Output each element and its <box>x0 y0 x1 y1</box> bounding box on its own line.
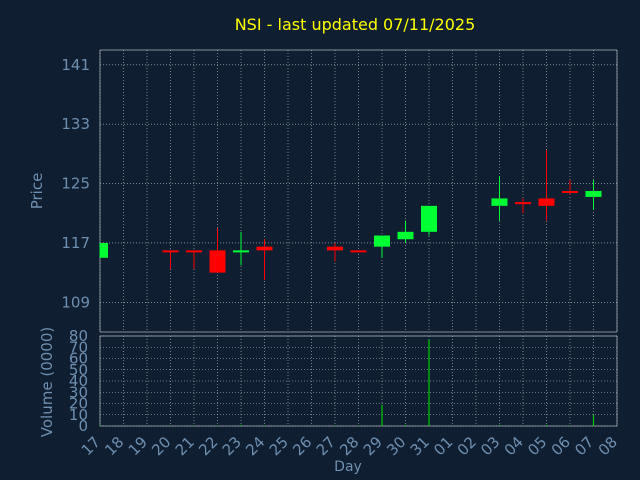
x-tick-label: 08 <box>595 433 621 459</box>
candle-05 <box>538 150 555 221</box>
candle-body <box>374 235 390 247</box>
price-tick-label: 117 <box>61 234 90 252</box>
candle-06 <box>562 179 578 195</box>
x-tick-label: 29 <box>360 433 386 459</box>
volume-tick-label: 80 <box>69 327 88 345</box>
candle-body <box>186 250 202 253</box>
x-tick-label: 07 <box>571 433 597 459</box>
price-tick-label: 109 <box>61 293 90 311</box>
volume-tick-label: 60 <box>69 350 88 368</box>
x-tick-label: 26 <box>289 433 315 459</box>
x-tick-label: 30 <box>383 433 409 459</box>
x-tick-label: 31 <box>407 433 433 459</box>
x-tick-label: 05 <box>524 433 550 459</box>
chart-title: NSI - last updated 07/11/2025 <box>235 15 476 34</box>
x-tick-label: 01 <box>430 433 456 459</box>
candle-03 <box>491 176 508 221</box>
candle-27 <box>327 242 343 262</box>
candle-28 <box>350 250 367 253</box>
price-tick-label: 125 <box>61 175 90 193</box>
candle-body <box>515 202 531 205</box>
candle-body <box>350 250 367 253</box>
price-tick-label: 141 <box>61 56 90 74</box>
candle-31 <box>421 205 437 236</box>
candle-body <box>162 250 179 253</box>
x-tick-label: 06 <box>548 433 574 459</box>
candlesticks <box>99 150 602 281</box>
volume-tick-label: 30 <box>69 383 88 401</box>
candle-17 <box>99 242 108 258</box>
price-tick-label: 133 <box>61 115 90 133</box>
candle-07 <box>585 179 602 210</box>
x-tick-label: 21 <box>172 433 198 459</box>
price-axis-label: Price <box>28 173 46 210</box>
volume-tick-label: 40 <box>69 372 88 390</box>
price-grid <box>99 50 618 332</box>
x-tick-label: 17 <box>78 433 104 459</box>
volume-tick-label: 0 <box>78 417 88 435</box>
candle-body <box>421 205 437 232</box>
x-tick-label: 04 <box>501 433 527 459</box>
volume-tick-label: 50 <box>69 361 88 379</box>
candle-body <box>327 246 343 251</box>
candle-body <box>491 198 508 206</box>
x-tick-label: 19 <box>125 433 151 459</box>
volume-bars <box>99 339 595 426</box>
x-tick-label: 20 <box>148 433 174 459</box>
volume-axis-label: Volume (0000) <box>38 327 56 437</box>
candle-23 <box>233 231 249 266</box>
volume-tick-label: 70 <box>69 338 88 356</box>
candle-30 <box>397 220 414 243</box>
candle-04 <box>515 198 531 214</box>
candle-body <box>100 242 108 258</box>
candle-21 <box>186 250 202 269</box>
candle-body <box>562 191 578 193</box>
candle-body <box>538 198 555 206</box>
candle-29 <box>374 235 390 258</box>
x-tick-label: 27 <box>313 433 339 459</box>
candle-body <box>397 231 414 240</box>
candle-body <box>256 246 273 251</box>
x-tick-label: 03 <box>477 433 503 459</box>
price-y-ticks: 109 117 125 133 141 <box>61 56 90 311</box>
x-tick-label: 22 <box>195 433 221 459</box>
x-tick-label: 28 <box>336 433 362 459</box>
candle-20 <box>162 250 179 269</box>
x-tick-label: 25 <box>266 433 292 459</box>
volume-tick-label: 10 <box>69 406 88 424</box>
x-tick-label: 02 <box>454 433 480 459</box>
x-tick-label: 23 <box>219 433 245 459</box>
x-tick-label: 24 <box>242 433 268 459</box>
candle-body <box>585 191 602 197</box>
x-tick-label: 18 <box>101 433 127 459</box>
x-tick-labels: 1718192021222324252627282930310102030405… <box>78 433 621 459</box>
candle-body <box>233 250 249 253</box>
candle-22 <box>209 228 226 273</box>
candle-body <box>209 250 226 273</box>
x-axis-label: Day <box>334 459 362 475</box>
candle-24 <box>256 239 273 281</box>
volume-tick-label: 20 <box>69 395 88 413</box>
